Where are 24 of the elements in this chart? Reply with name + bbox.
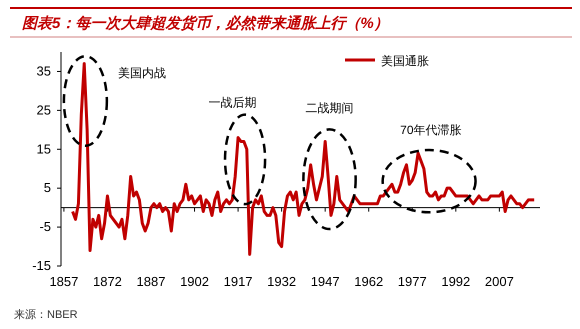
x-tick-label: 1887 bbox=[136, 274, 166, 289]
y-tick-label: -15 bbox=[32, 258, 51, 273]
x-tick-label: 1857 bbox=[49, 274, 78, 289]
x-tick-label: 1992 bbox=[441, 274, 470, 289]
y-tick-label: 15 bbox=[36, 141, 51, 156]
chart-title: 图表5：每一次大肆超发货币，必然带来通胀上行（%） bbox=[22, 15, 389, 32]
y-tick-label: 35 bbox=[36, 63, 51, 78]
x-tick-label: 1962 bbox=[354, 274, 384, 289]
x-tick-label: 1947 bbox=[310, 274, 340, 289]
x-tick-label: 1917 bbox=[224, 274, 253, 289]
annotation: 一战后期 bbox=[208, 96, 256, 110]
y-tick-label: 5 bbox=[44, 180, 51, 196]
annotation: 二战期间 bbox=[306, 101, 354, 116]
y-tick-label: 25 bbox=[36, 102, 51, 118]
x-tick-label: 1977 bbox=[398, 274, 427, 289]
annotation: 美国内战 bbox=[118, 66, 166, 80]
annotation: 70年代滞胀 bbox=[400, 122, 462, 137]
x-tick-label: 1932 bbox=[267, 274, 296, 289]
x-tick-label: 2007 bbox=[484, 274, 514, 289]
x-tick-label: 1872 bbox=[92, 274, 122, 289]
y-tick-label: -5 bbox=[39, 219, 51, 234]
source-note: 来源：NBER bbox=[14, 308, 78, 321]
x-tick-label: 1902 bbox=[180, 274, 209, 289]
legend-label: 美国通胀 bbox=[381, 54, 429, 68]
